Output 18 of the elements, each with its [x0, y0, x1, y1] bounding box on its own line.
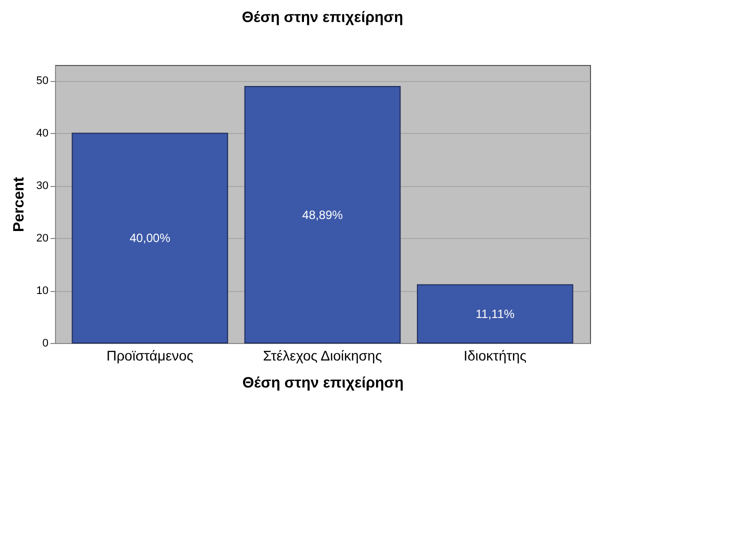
y-tick-label: 20 — [36, 232, 48, 245]
x-axis-title: Θέση στην επιχείρηση — [242, 374, 404, 392]
bar — [416, 284, 574, 344]
data-label: 40,00% — [130, 231, 171, 246]
y-tick-label: 40 — [36, 128, 48, 140]
x-tick-label: Προϊστάμενος — [106, 348, 194, 364]
data-label: 48,89% — [302, 208, 344, 222]
chart-title: Θέση στην επιχείρηση — [242, 9, 404, 26]
y-tick-label: 30 — [36, 180, 48, 192]
x-tick-label: Ιδιοκτήτης — [464, 348, 527, 364]
x-tick-label: Στέλεχος Διοίκησης — [263, 348, 382, 364]
y-tick-label: 0 — [42, 338, 48, 350]
y-axis-title: Percent — [10, 176, 28, 232]
y-tick-label: 10 — [36, 285, 48, 298]
bar — [72, 132, 228, 344]
y-tick-label: 50 — [36, 75, 48, 88]
data-label: 11,11% — [476, 306, 515, 321]
bar — [244, 86, 401, 344]
